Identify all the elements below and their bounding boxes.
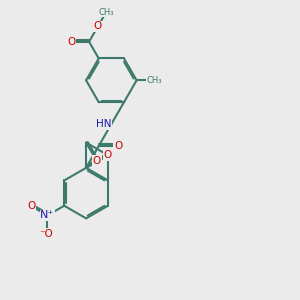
Text: O: O — [93, 156, 101, 166]
Text: N⁺: N⁺ — [40, 210, 55, 220]
Text: O: O — [104, 150, 112, 160]
Text: CH₃: CH₃ — [147, 76, 162, 85]
Text: CH₃: CH₃ — [98, 8, 114, 16]
Text: O: O — [94, 21, 102, 31]
Text: O: O — [27, 201, 36, 211]
Text: ⁻O: ⁻O — [39, 229, 53, 239]
Text: HN: HN — [96, 119, 111, 129]
Text: O: O — [67, 37, 75, 47]
Text: O: O — [114, 141, 122, 151]
